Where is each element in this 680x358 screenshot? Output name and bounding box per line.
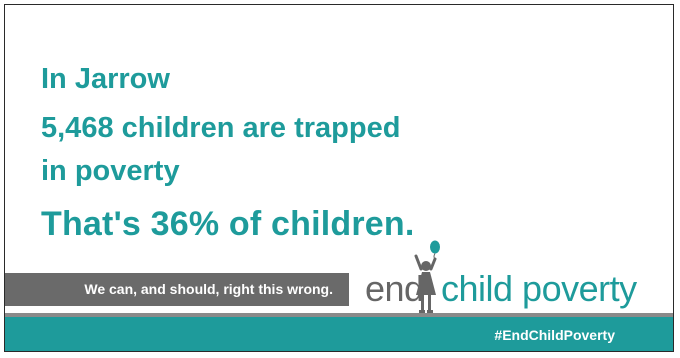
campaign-card: In Jarrow 5,468 children are trapped in … [4,4,674,352]
slogan-text: We can, and should, right this wrong. [84,281,333,297]
headline-percentage: That's 36% of children. [41,205,415,243]
headline-statistic: 5,468 children are trapped [41,112,401,144]
footer-band: #EndChildPoverty [5,313,673,351]
logo-word-end: end [365,268,424,309]
end-child-poverty-logo: end child poverty [363,239,663,319]
headline-location: In Jarrow [41,63,170,95]
logo-word-child-poverty: child poverty [441,268,637,309]
headline-statistic-continued: in poverty [41,155,180,187]
slogan-band: We can, and should, right this wrong. [5,273,349,306]
child-with-balloon-icon [414,240,440,313]
hashtag-text: #EndChildPoverty [494,327,615,343]
